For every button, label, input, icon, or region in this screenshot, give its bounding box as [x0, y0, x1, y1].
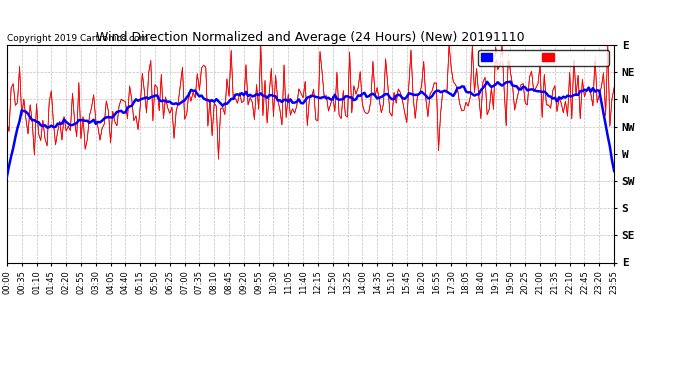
Legend: Average, Direction: Average, Direction	[477, 50, 609, 66]
Text: Copyright 2019 Cartronics.com: Copyright 2019 Cartronics.com	[7, 34, 148, 43]
Title: Wind Direction Normalized and Average (24 Hours) (New) 20191110: Wind Direction Normalized and Average (2…	[96, 31, 525, 44]
